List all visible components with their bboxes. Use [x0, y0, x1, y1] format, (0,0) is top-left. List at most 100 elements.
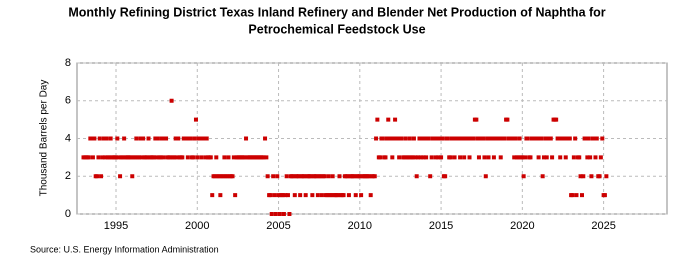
data-point [415, 155, 420, 160]
data-point [581, 174, 586, 179]
data-point [115, 136, 120, 141]
y-tick-label: 2 [65, 170, 71, 182]
data-point [407, 136, 412, 141]
data-point [604, 174, 609, 179]
data-point [550, 155, 555, 160]
data-point [578, 174, 583, 179]
data-point [99, 174, 104, 179]
data-point [437, 136, 442, 141]
data-point [296, 174, 301, 179]
data-point [597, 174, 602, 179]
data-point [271, 174, 276, 179]
data-point [523, 155, 528, 160]
data-point [452, 155, 457, 160]
data-point [231, 155, 236, 160]
data-point [445, 136, 450, 141]
data-point [490, 136, 495, 141]
data-point [137, 155, 142, 160]
data-point [218, 193, 223, 198]
data-point [386, 117, 391, 122]
data-point [104, 136, 109, 141]
data-point [269, 212, 274, 216]
data-point [380, 136, 385, 141]
data-point [498, 155, 503, 160]
data-point [482, 155, 487, 160]
data-point [571, 155, 576, 160]
source-note: Source: U.S. Energy Information Administ… [30, 244, 219, 254]
data-point [421, 155, 426, 160]
data-point [505, 117, 510, 122]
data-point [222, 155, 227, 160]
data-point [556, 136, 561, 141]
data-point [264, 155, 269, 160]
y-axis-label: Thousand Barrels per Day [39, 80, 50, 197]
chart-title: Monthly Refining District Texas Inland R… [68, 5, 605, 19]
data-point [558, 155, 563, 160]
data-point [134, 136, 139, 141]
data-point [548, 136, 553, 141]
data-point [244, 136, 249, 141]
data-point [96, 155, 101, 160]
data-point [389, 136, 394, 141]
data-point [383, 155, 388, 160]
data-point [577, 155, 582, 160]
data-point [588, 155, 593, 160]
y-tick-label: 4 [65, 132, 71, 144]
data-point [322, 174, 327, 179]
x-tick-label: 1995 [104, 220, 128, 232]
data-point [94, 174, 99, 179]
data-point [174, 155, 179, 160]
data-point [491, 155, 496, 160]
x-tick-label: 2000 [185, 220, 209, 232]
chart-title: Petrochemical Feedstock Use [248, 22, 425, 36]
data-point [318, 174, 323, 179]
data-point [208, 155, 213, 160]
data-point [391, 136, 396, 141]
data-point [291, 174, 296, 179]
data-point [541, 155, 546, 160]
data-point [151, 155, 156, 160]
data-point [436, 155, 441, 160]
y-tick-label: 6 [65, 95, 71, 107]
data-point [528, 155, 533, 160]
data-point [585, 155, 590, 160]
data-point [393, 117, 398, 122]
data-point [418, 155, 423, 160]
data-point [226, 155, 231, 160]
data-point [458, 155, 463, 160]
data-point [199, 155, 204, 160]
data-point [160, 136, 165, 141]
data-point [158, 155, 163, 160]
data-point [466, 136, 471, 141]
data-point [420, 136, 425, 141]
data-point [357, 174, 362, 179]
data-point [114, 155, 119, 160]
data-point [326, 174, 331, 179]
data-point [574, 193, 579, 198]
data-point [281, 212, 286, 216]
data-point [173, 136, 178, 141]
data-point [399, 136, 404, 141]
data-point [118, 174, 123, 179]
data-point [429, 155, 434, 160]
data-point [172, 155, 177, 160]
data-point [146, 136, 151, 141]
data-point [273, 212, 278, 216]
data-point [139, 155, 144, 160]
data-point [337, 174, 342, 179]
data-point [589, 174, 594, 179]
data-point [314, 174, 319, 179]
data-point [600, 136, 605, 141]
data-point [330, 174, 335, 179]
data-point [192, 136, 197, 141]
data-point [474, 117, 479, 122]
data-point [336, 193, 341, 198]
data-point [540, 174, 545, 179]
data-point [432, 136, 437, 141]
data-point [384, 136, 389, 141]
x-tick-label: 2015 [429, 220, 453, 232]
data-point [544, 155, 549, 160]
data-point [145, 155, 150, 160]
data-point [435, 136, 440, 141]
